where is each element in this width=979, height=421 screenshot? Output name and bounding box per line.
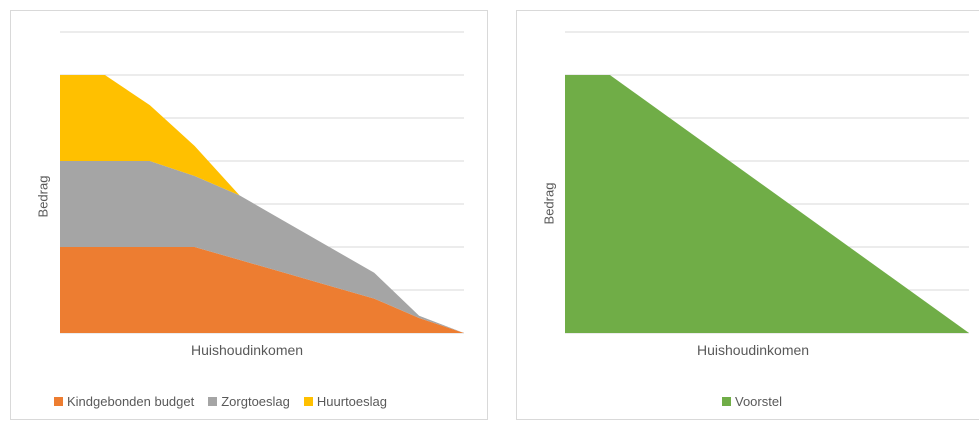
area-series-1 <box>565 75 969 333</box>
chart-right-plot <box>565 31 969 334</box>
chart-panel-left: Bedrag Huishoudinkomen Kindgebonden budg… <box>10 10 488 420</box>
chart-legend: Voorstel <box>722 394 796 409</box>
y-axis-label: Bedrag <box>541 182 557 225</box>
area-series-2 <box>60 161 464 333</box>
chart-panel-right: Bedrag Huishoudinkomen Voorstel <box>516 10 979 420</box>
legend-item: Zorgtoeslag <box>208 394 290 409</box>
legend-swatch-icon <box>54 397 63 406</box>
legend-swatch-icon <box>722 397 731 406</box>
chart-left-plot <box>60 31 464 334</box>
legend-label: Huurtoeslag <box>316 394 387 409</box>
x-axis-label: Huishoudinkomen <box>191 342 304 358</box>
area-series-1 <box>60 247 464 333</box>
legend-label: Kindgebonden budget <box>67 394 195 409</box>
chart-legend: Kindgebonden budget Zorgtoeslag Huurtoes… <box>54 394 401 409</box>
x-axis-label: Huishoudinkomen <box>697 342 810 358</box>
legend-item: Kindgebonden budget <box>54 394 194 409</box>
y-axis-label: Bedrag <box>35 175 51 218</box>
area-series-3 <box>60 75 464 333</box>
legend-swatch-icon <box>208 397 218 406</box>
legend-item: Huurtoeslag <box>303 394 387 409</box>
legend-item: Voorstel <box>722 394 782 409</box>
legend-swatch-icon <box>303 397 313 406</box>
legend-label: Voorstel <box>735 394 782 409</box>
legend-label: Zorgtoeslag <box>221 394 290 409</box>
